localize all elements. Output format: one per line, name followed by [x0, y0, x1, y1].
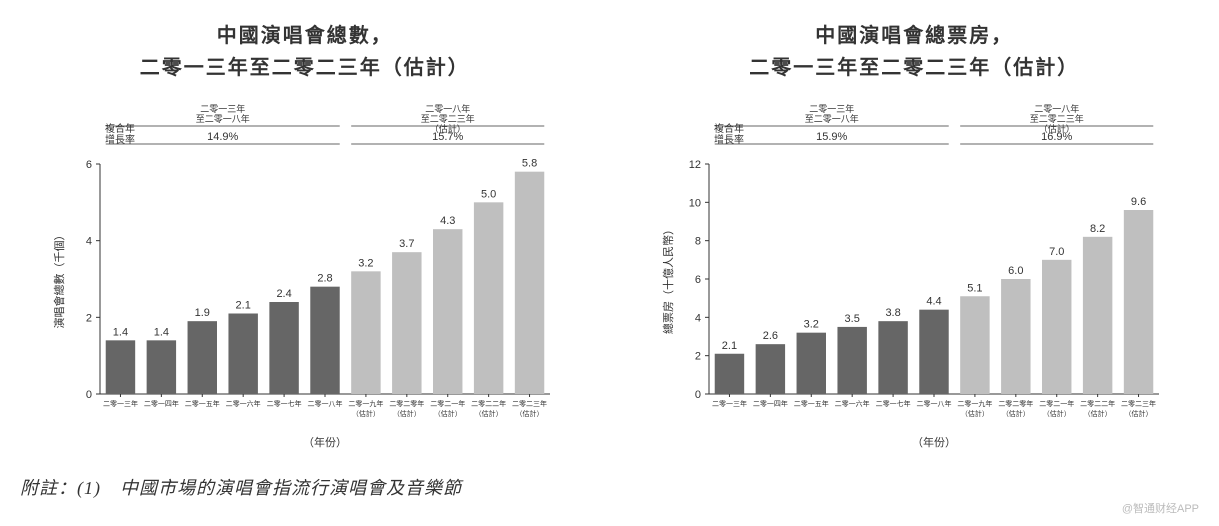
- watermark: @智通财经APP: [1122, 500, 1199, 516]
- svg-text:5.0: 5.0: [481, 188, 496, 200]
- svg-text:二零一五年: 二零一五年: [185, 399, 220, 408]
- svg-text:2.4: 2.4: [276, 288, 291, 300]
- chart-title-right-line2: 二零一三年至二零二三年（估計）: [749, 52, 1079, 84]
- svg-text:6: 6: [86, 159, 92, 171]
- svg-text:（年份）: （年份）: [912, 435, 956, 449]
- svg-text:15.9%: 15.9%: [816, 131, 847, 143]
- svg-text:（年份）: （年份）: [303, 435, 347, 449]
- chart-left: 中國演唱會總數， 二零一三年至二零二三年（估計） 0246演唱會總數（千個）1.…: [20, 20, 590, 454]
- svg-text:3.5: 3.5: [845, 313, 860, 325]
- svg-text:二零二一年: 二零二一年: [430, 399, 465, 408]
- svg-text:（估計）: （估計）: [1125, 409, 1153, 418]
- svg-text:總票房（十億人民幣）: 總票房（十億人民幣）: [661, 224, 675, 334]
- svg-text:1.9: 1.9: [194, 307, 209, 319]
- svg-text:二零一八年: 二零一八年: [1034, 103, 1079, 114]
- svg-text:2.1: 2.1: [235, 300, 250, 312]
- svg-text:8: 8: [695, 236, 701, 248]
- svg-text:二零一九年: 二零一九年: [348, 399, 383, 408]
- svg-text:二零二三年: 二零二三年: [512, 399, 547, 408]
- svg-text:二零一五年: 二零一五年: [794, 399, 829, 408]
- chart-title-left: 中國演唱會總數， 二零一三年至二零二三年（估計）: [140, 20, 470, 84]
- svg-text:15.7%: 15.7%: [432, 131, 463, 143]
- chart-title-right: 中國演唱會總票房， 二零一三年至二零二三年（估計）: [749, 20, 1079, 84]
- svg-text:至二零二三年: 至二零二三年: [1030, 113, 1084, 124]
- charts-container: 中國演唱會總數， 二零一三年至二零二三年（估計） 0246演唱會總數（千個）1.…: [20, 20, 1199, 454]
- svg-text:6: 6: [695, 274, 701, 286]
- svg-text:3.8: 3.8: [886, 307, 901, 319]
- svg-text:二零二一年: 二零二一年: [1039, 399, 1074, 408]
- svg-text:3.2: 3.2: [804, 319, 819, 331]
- svg-text:二零一四年: 二零一四年: [753, 399, 788, 408]
- svg-text:至二零一八年: 至二零一八年: [805, 113, 859, 124]
- svg-text:2: 2: [86, 312, 92, 324]
- svg-text:複合年: 複合年: [714, 122, 744, 135]
- svg-text:（估計）: （估計）: [352, 409, 380, 418]
- svg-text:二零二二年: 二零二二年: [1080, 399, 1115, 408]
- svg-text:二零一三年: 二零一三年: [103, 399, 138, 408]
- svg-text:2.1: 2.1: [722, 340, 737, 352]
- svg-text:二零一七年: 二零一七年: [266, 399, 301, 408]
- svg-text:5.8: 5.8: [522, 158, 537, 170]
- svg-text:3.7: 3.7: [399, 238, 414, 250]
- svg-text:（估計）: （估計）: [393, 409, 421, 418]
- svg-text:二零一八年: 二零一八年: [425, 103, 470, 114]
- svg-text:二零二零年: 二零二零年: [389, 399, 424, 408]
- svg-text:二零二三年: 二零二三年: [1121, 399, 1156, 408]
- svg-text:（估計）: （估計）: [1002, 409, 1030, 418]
- svg-text:二零一四年: 二零一四年: [144, 399, 179, 408]
- svg-text:二零一七年: 二零一七年: [876, 399, 911, 408]
- chart-title-left-line2: 二零一三年至二零二三年（估計）: [140, 52, 470, 84]
- svg-text:5.1: 5.1: [968, 282, 983, 294]
- svg-text:二零一三年: 二零一三年: [712, 399, 747, 408]
- svg-text:二零一三年: 二零一三年: [200, 103, 245, 114]
- svg-text:4.3: 4.3: [440, 215, 455, 227]
- chart-svg-left: 0 2 4 6 演唱會總數（千個） 1.4 二零一三年 1.4 二零一四年 1.9 二零一五年 2.1…: [20, 94, 590, 454]
- svg-text:至二零二三年: 至二零二三年: [420, 113, 474, 124]
- svg-text:（估計）: （估計）: [515, 409, 543, 418]
- svg-text:二零一六年: 二零一六年: [225, 399, 260, 408]
- svg-text:二零一三年: 二零一三年: [809, 103, 854, 114]
- svg-text:二零一九年: 二零一九年: [958, 399, 993, 408]
- svg-text:3.2: 3.2: [358, 257, 373, 269]
- svg-text:8.2: 8.2: [1090, 223, 1105, 235]
- chart-title-right-line1: 中國演唱會總票房，: [749, 20, 1079, 52]
- svg-text:4: 4: [86, 236, 92, 248]
- svg-text:4: 4: [695, 312, 701, 324]
- svg-text:9.6: 9.6: [1131, 196, 1146, 208]
- svg-text:10: 10: [689, 197, 701, 209]
- svg-text:12: 12: [689, 159, 701, 171]
- svg-text:二零一六年: 二零一六年: [835, 399, 870, 408]
- svg-text:7.0: 7.0: [1049, 246, 1064, 258]
- svg-text:（估計）: （估計）: [961, 409, 989, 418]
- svg-text:16.9%: 16.9%: [1041, 131, 1072, 143]
- svg-text:0: 0: [695, 389, 701, 401]
- svg-text:二零一八年: 二零一八年: [307, 399, 342, 408]
- svg-text:二零一八年: 二零一八年: [917, 399, 952, 408]
- svg-text:2.6: 2.6: [763, 330, 778, 342]
- svg-text:至二零一八年: 至二零一八年: [195, 113, 249, 124]
- svg-text:二零二零年: 二零二零年: [999, 399, 1034, 408]
- svg-text:0: 0: [86, 389, 92, 401]
- svg-text:1.4: 1.4: [113, 326, 128, 338]
- footnote: 附註：(1) 中國市場的演唱會指流行演唱會及音樂節: [20, 474, 1199, 500]
- svg-text:複合年: 複合年: [105, 122, 135, 135]
- svg-text:6.0: 6.0: [1008, 265, 1023, 277]
- svg-text:二零二二年: 二零二二年: [471, 399, 506, 408]
- svg-text:（估計）: （估計）: [474, 409, 502, 418]
- svg-text:2.8: 2.8: [317, 273, 332, 285]
- svg-text:（估計）: （估計）: [1043, 409, 1071, 418]
- svg-text:1.4: 1.4: [153, 326, 168, 338]
- chart-title-left-line1: 中國演唱會總數，: [140, 20, 470, 52]
- chart-svg-right: 0 2 4 6 8 10 12 總票房（十億人民幣） 2.1 二零一三年 2.6 二零一四年 3.2 二零…: [630, 94, 1200, 454]
- svg-text:4.4: 4.4: [927, 296, 942, 308]
- svg-text:演唱會總數（千個）: 演唱會總數（千個）: [52, 230, 66, 329]
- svg-text:（估計）: （估計）: [1084, 409, 1112, 418]
- svg-text:2: 2: [695, 351, 701, 363]
- chart-right: 中國演唱會總票房， 二零一三年至二零二三年（估計） 024681012總票房（十…: [630, 20, 1200, 454]
- svg-text:14.9%: 14.9%: [207, 131, 238, 143]
- svg-text:（估計）: （估計）: [433, 409, 461, 418]
